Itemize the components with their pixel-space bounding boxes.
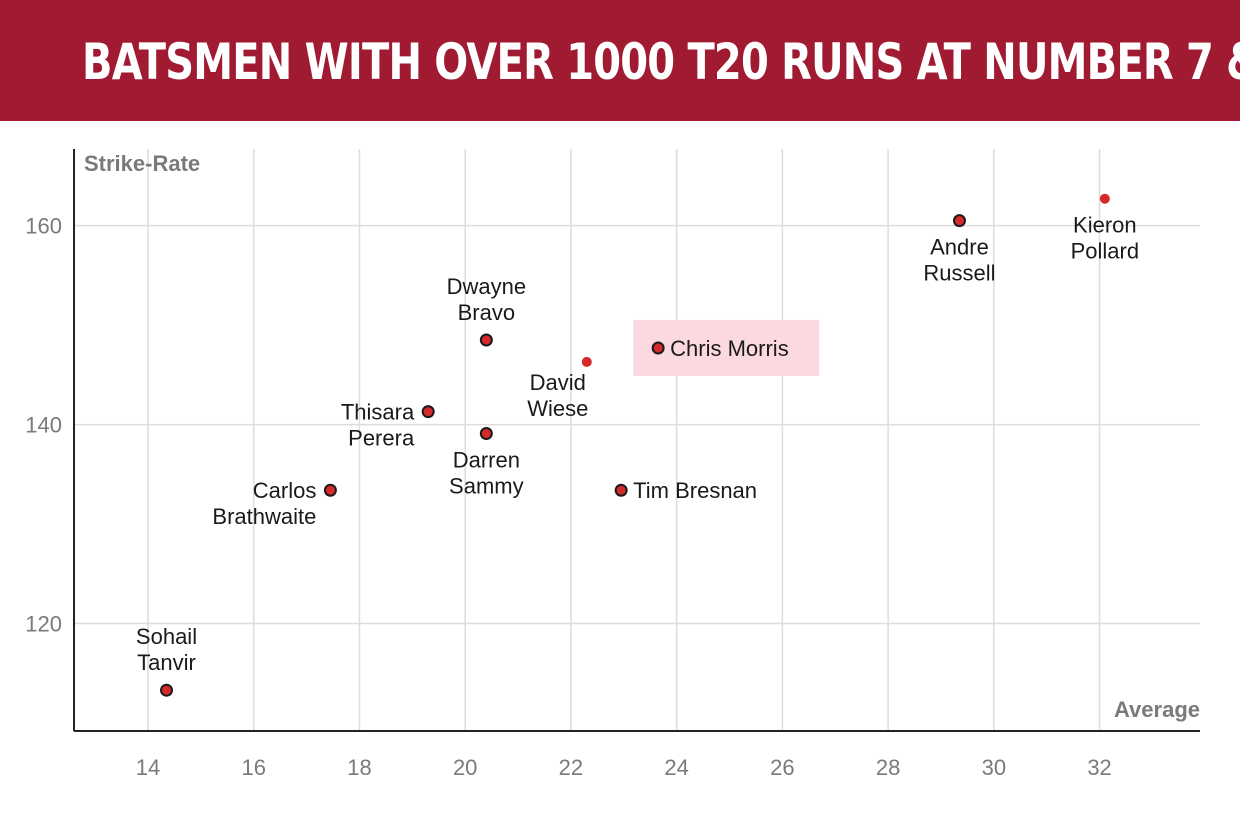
point-label: Wiese — [527, 396, 588, 421]
point-label: Thisara — [341, 400, 415, 425]
point-label: David — [530, 370, 586, 395]
y-tick-label: 140 — [25, 413, 62, 438]
point-kieron-pollard — [1099, 193, 1110, 204]
x-tick-label: 24 — [664, 755, 688, 780]
point-carlos-brathwaite — [323, 483, 337, 497]
point-label: Chris Morris — [670, 336, 789, 361]
x-tick-label: 18 — [347, 755, 371, 780]
y-tick-label: 120 — [25, 612, 62, 637]
point-thisara-perera — [421, 405, 435, 419]
point-label: Kieron — [1073, 213, 1137, 238]
x-tick-label: 26 — [770, 755, 794, 780]
x-tick-label: 20 — [453, 755, 477, 780]
point-label: Perera — [348, 426, 415, 451]
x-tick-label: 30 — [982, 755, 1006, 780]
y-tick-label: 160 — [25, 214, 62, 239]
chart-title: BATSMEN WITH OVER 1000 T20 RUNS AT NUMBE… — [82, 33, 1240, 91]
point-andre-russell — [952, 214, 966, 228]
point-label: Pollard — [1071, 239, 1139, 264]
x-tick-label: 16 — [241, 755, 265, 780]
point-chris-morris — [651, 341, 665, 355]
point-label: Tim Bresnan — [633, 478, 757, 503]
x-tick-label: 22 — [559, 755, 583, 780]
point-dwayne-bravo — [479, 333, 493, 347]
point-darren-sammy — [479, 427, 493, 441]
y-axis-title: Strike-Rate — [84, 151, 200, 176]
title-banner: BATSMEN WITH OVER 1000 T20 RUNS AT NUMBE… — [0, 0, 1240, 121]
point-label: Carlos — [253, 478, 317, 503]
point-label: Andre — [930, 235, 989, 260]
x-tick-label: 32 — [1087, 755, 1111, 780]
point-sohail-tanvir — [160, 683, 174, 697]
point-label: Tanvir — [137, 650, 196, 675]
x-tick-label: 14 — [136, 755, 160, 780]
point-label: Darren — [453, 448, 520, 473]
point-label: Bravo — [458, 300, 515, 325]
point-label: Russell — [923, 261, 995, 286]
point-label: Sammy — [449, 474, 524, 499]
x-tick-label: 28 — [876, 755, 900, 780]
x-axis-title: Average — [1114, 697, 1200, 722]
point-label: Dwayne — [447, 274, 526, 299]
point-david-wiese — [581, 356, 592, 367]
point-label: Sohail — [136, 624, 197, 649]
point-tim-bresnan — [614, 483, 628, 497]
scatter-chart: 14 16 18 20 22 24 26 28 30 32 120 140 160 Strike-Rate… — [25, 149, 1200, 780]
point-label: Brathwaite — [212, 504, 316, 529]
